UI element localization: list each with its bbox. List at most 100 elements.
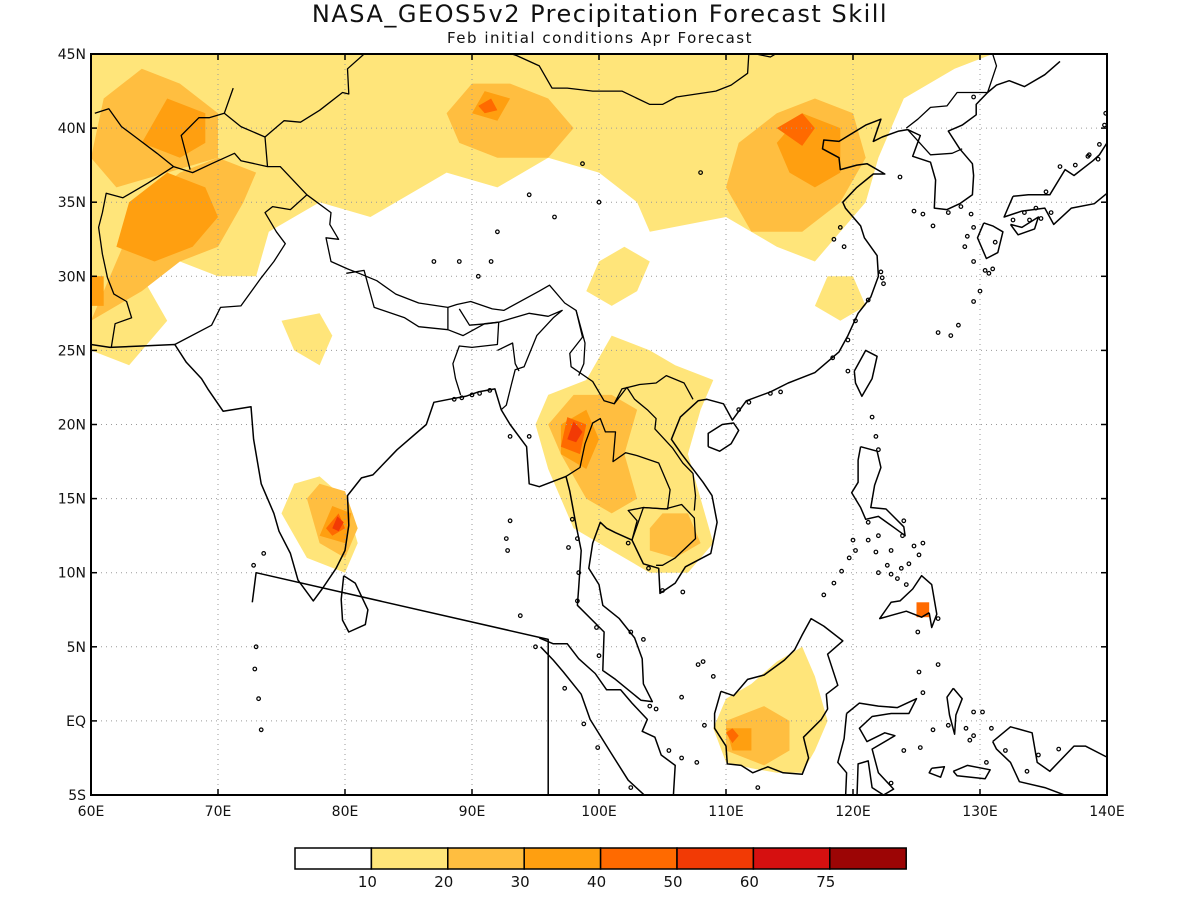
coastline: [992, 726, 1107, 795]
coastline: [952, 764, 991, 780]
skill-region-level-3: [141, 98, 206, 158]
colorbar-swatch: [752, 847, 831, 870]
coastline: [928, 766, 946, 778]
island: [488, 259, 494, 264]
x-tick-label: 120E: [835, 804, 871, 820]
colorbar-label: 50: [663, 873, 682, 891]
island: [628, 629, 634, 635]
colorbar-label: 10: [358, 873, 377, 891]
colorbar-swatch: [523, 847, 602, 870]
island: [945, 210, 951, 216]
island: [700, 659, 706, 664]
island: [790, 823, 794, 827]
island: [989, 725, 994, 731]
island: [646, 565, 651, 571]
island: [887, 796, 891, 800]
coastline: [1003, 142, 1107, 226]
island: [258, 727, 264, 733]
island: [743, 805, 747, 809]
island: [971, 259, 976, 264]
island: [850, 537, 856, 543]
colorbar-swatch: [829, 847, 907, 870]
island: [846, 555, 852, 561]
y-tick-label: 45N: [58, 47, 86, 63]
island: [984, 760, 989, 765]
country-border: [905, 54, 1005, 129]
island: [1003, 748, 1008, 753]
island: [1103, 110, 1107, 116]
island: [901, 748, 907, 753]
island: [251, 562, 257, 568]
island: [873, 549, 879, 555]
axes: 60E 70E 80E 90E 100E 110E 120E 130E 140E 45N 40N 35…: [58, 47, 1125, 820]
coastline: [251, 571, 549, 795]
island: [641, 637, 646, 642]
skill-region-level-4: [478, 98, 498, 114]
country-border: [458, 308, 499, 326]
island: [569, 516, 575, 522]
island: [431, 259, 437, 264]
country-border: [498, 309, 563, 411]
island: [920, 211, 926, 217]
island: [879, 275, 885, 281]
island: [884, 562, 890, 568]
skill-region-level-4: [776, 113, 815, 146]
island: [956, 322, 961, 328]
coastline: [707, 422, 740, 452]
island: [580, 161, 585, 167]
coastline: [850, 445, 906, 537]
colorbar-label: 30: [511, 873, 530, 891]
island: [881, 281, 886, 287]
island: [839, 568, 844, 574]
island: [680, 589, 686, 595]
skill-region-level-2: [649, 513, 701, 558]
skill-region-level-1: [586, 246, 650, 306]
island: [833, 844, 837, 848]
island: [935, 330, 941, 336]
coastline: [539, 637, 676, 795]
island: [566, 545, 571, 550]
island: [911, 543, 917, 549]
island: [451, 396, 457, 402]
island: [967, 737, 973, 743]
island: [1057, 164, 1063, 170]
island: [845, 337, 851, 343]
y-tick-label: 5S: [68, 788, 86, 804]
x-tick-label: 70E: [205, 804, 232, 820]
island: [916, 669, 922, 675]
country-border: [444, 54, 777, 106]
island: [992, 239, 998, 245]
island: [853, 318, 858, 324]
x-tick-label: 140E: [1089, 804, 1125, 820]
island: [507, 518, 513, 524]
coastline: [1009, 216, 1040, 236]
island: [971, 299, 976, 304]
island: [477, 391, 483, 396]
coastline: [91, 60, 1061, 703]
island: [552, 214, 557, 220]
island: [253, 644, 259, 650]
island: [625, 540, 631, 546]
coastline: [878, 574, 938, 629]
island: [930, 223, 936, 229]
island: [945, 722, 951, 728]
colorbar-label: 40: [587, 873, 606, 891]
island: [865, 297, 871, 303]
colorbar: 10 20 30 40 50 60 75: [294, 847, 907, 891]
coastline: [340, 575, 369, 633]
island: [962, 244, 968, 250]
coastline: [837, 697, 918, 795]
island: [695, 662, 701, 667]
island: [830, 355, 836, 361]
island: [576, 570, 582, 576]
island: [971, 224, 976, 230]
map-subtitle: Feb initial conditions Apr Forecast: [447, 29, 753, 47]
colorbar-label: 60: [740, 873, 759, 891]
y-tick-label: EQ: [66, 714, 86, 730]
island: [1024, 768, 1030, 774]
island: [1033, 205, 1039, 211]
island: [888, 780, 894, 786]
island: [487, 388, 493, 393]
island: [895, 576, 900, 581]
